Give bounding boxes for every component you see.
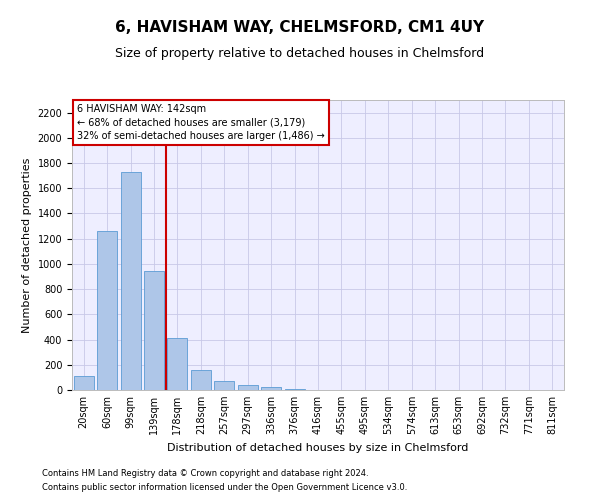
Text: 6 HAVISHAM WAY: 142sqm
← 68% of detached houses are smaller (3,179)
32% of semi-: 6 HAVISHAM WAY: 142sqm ← 68% of detached… bbox=[77, 104, 325, 141]
Text: Contains HM Land Registry data © Crown copyright and database right 2024.: Contains HM Land Registry data © Crown c… bbox=[42, 468, 368, 477]
X-axis label: Distribution of detached houses by size in Chelmsford: Distribution of detached houses by size … bbox=[167, 442, 469, 452]
Text: 6, HAVISHAM WAY, CHELMSFORD, CM1 4UY: 6, HAVISHAM WAY, CHELMSFORD, CM1 4UY bbox=[115, 20, 485, 35]
Bar bbox=[238, 385, 257, 390]
Y-axis label: Number of detached properties: Number of detached properties bbox=[22, 158, 32, 332]
Bar bbox=[74, 376, 94, 390]
Bar bbox=[191, 370, 211, 390]
Bar bbox=[214, 381, 234, 390]
Bar bbox=[97, 231, 117, 390]
Bar bbox=[121, 172, 140, 390]
Bar bbox=[261, 388, 281, 390]
Bar bbox=[144, 272, 164, 390]
Text: Contains public sector information licensed under the Open Government Licence v3: Contains public sector information licen… bbox=[42, 484, 407, 492]
Text: Size of property relative to detached houses in Chelmsford: Size of property relative to detached ho… bbox=[115, 48, 485, 60]
Bar bbox=[167, 338, 187, 390]
